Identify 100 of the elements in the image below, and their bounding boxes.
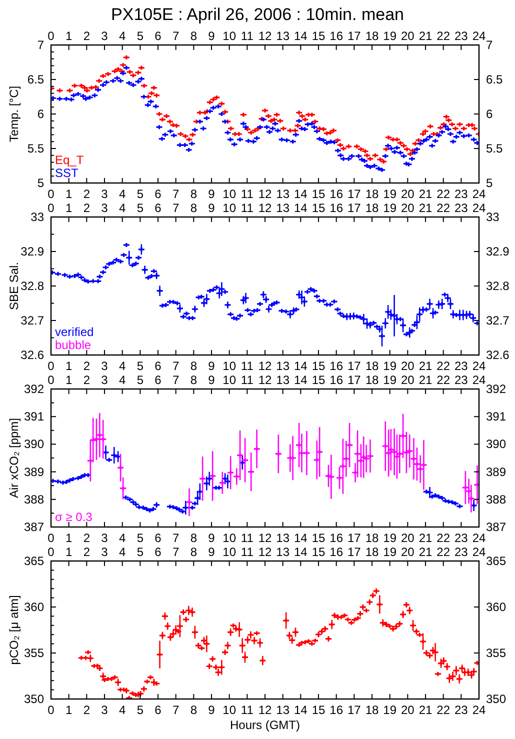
y2-tick-label: 32.7 [486,314,510,328]
x2-tick-label: 24 [472,531,486,545]
x2-tick-label: 2 [83,703,90,717]
x-tick-label: 14 [294,545,308,559]
x2-tick-label: 21 [418,531,432,545]
y2-tick-label: 360 [486,600,506,614]
x-tick-label: 0 [48,201,55,215]
x2-tick-label: 21 [418,703,432,717]
x-tick-label: 4 [118,29,126,43]
x-tick-label: 4 [118,373,126,387]
x-tick-label: 6 [154,545,162,559]
y2-tick-label: 7 [486,38,493,52]
x2-tick-label: 3 [101,359,108,373]
x-tick-label: 1 [65,201,72,215]
y-axis-title: Air xCO₂ [ppm] [7,418,21,498]
x-tick-label: 20 [400,201,415,215]
y-tick-label: 355 [24,646,44,660]
x-tick-label: 0 [48,29,55,43]
x2-tick-label: 20 [400,187,415,201]
x2-tick-label: 18 [365,187,379,201]
x-tick-label: 6 [154,29,162,43]
x-tick-label: 7 [172,29,180,43]
x-tick-label: 22 [436,29,450,43]
y2-tick-label: 32.8 [486,279,510,293]
y2-tick-label: 6 [486,107,493,121]
y-tick-label: 32.7 [20,314,44,328]
x2-tick-label: 15 [312,359,326,373]
y-tick-label: 32.6 [20,348,44,362]
x-tick-label: 17 [347,201,362,215]
x2-tick-label: 1 [65,359,72,373]
x2-tick-label: 23 [454,703,468,717]
x2-tick-label: 20 [400,703,415,717]
legend-label: bubble [55,338,92,352]
x-tick-label: 2 [83,201,90,215]
x-tick-label: 1 [65,373,72,387]
y-tick-label: 388 [24,492,44,506]
y2-tick-label: 33 [486,210,500,224]
x-tick-label: 8 [190,545,198,559]
x2-tick-label: 8 [190,187,198,201]
x-tick-label: 1 [65,29,72,43]
x2-tick-label: 21 [418,359,432,373]
x-tick-label: 14 [294,373,308,387]
x-tick-label: 5 [136,545,144,559]
y2-tick-label: 387 [486,520,506,534]
x-tick-label: 10 [222,373,236,387]
x-tick-label: 22 [436,373,450,387]
x-tick-label: 13 [276,29,290,43]
x-tick-label: 16 [330,29,344,43]
y2-tick-label: 5.5 [486,142,504,156]
x2-tick-label: 6 [154,703,162,717]
x-tick-label: 8 [190,373,198,387]
x-tick-label: 17 [347,545,362,559]
x-tick-label: 3 [101,201,108,215]
x2-tick-label: 17 [347,531,362,545]
y-tick-label: 32.8 [20,279,44,293]
x-tick-label: 5 [136,201,144,215]
x2-tick-label: 11 [240,703,254,717]
x2-tick-label: 1 [65,531,72,545]
y2-tick-label: 388 [486,492,506,506]
x2-tick-label: 21 [418,187,432,201]
x2-tick-label: 13 [276,703,290,717]
y2-tick-label: 365 [486,554,506,568]
y-tick-label: 33 [30,210,44,224]
x2-tick-label: 24 [472,187,486,201]
x2-tick-label: 0 [48,359,55,373]
x2-tick-label: 7 [172,531,180,545]
y2-tick-label: 5 [486,176,493,190]
x-tick-label: 19 [383,373,397,387]
x-tick-label: 22 [436,545,450,559]
x2-tick-label: 20 [400,531,415,545]
x-tick-label: 19 [383,201,397,215]
x2-tick-label: 23 [454,359,468,373]
y2-tick-label: 392 [486,382,506,396]
y2-tick-label: 390 [486,437,506,452]
x2-tick-label: 4 [118,703,126,717]
x2-tick-label: 15 [312,531,326,545]
x2-tick-label: 8 [190,531,198,545]
x-tick-label: 2 [83,29,90,43]
x2-tick-label: 7 [172,703,180,717]
x-tick-label: 23 [454,29,468,43]
x2-tick-label: 16 [330,531,344,545]
x2-tick-label: 23 [454,187,468,201]
x-tick-label: 20 [400,545,415,559]
x2-tick-label: 5 [136,531,144,545]
y-tick-label: 360 [24,600,44,614]
x-tick-label: 13 [276,201,290,215]
x-tick-label: 17 [347,29,362,43]
y2-tick-label: 32.9 [486,244,510,258]
y-tick-label: 392 [24,382,44,396]
x2-tick-label: 16 [330,703,344,717]
x2-tick-label: 0 [48,187,55,201]
x2-tick-label: 19 [383,531,397,545]
x2-tick-label: 11 [240,187,254,201]
x-tick-label: 5 [136,373,144,387]
x2-tick-label: 20 [400,359,415,373]
x2-tick-label: 17 [347,703,362,717]
x-tick-label: 14 [294,29,308,43]
x-tick-label: 2 [83,545,90,559]
x2-tick-label: 3 [101,703,108,717]
x2-tick-label: 19 [383,187,397,201]
